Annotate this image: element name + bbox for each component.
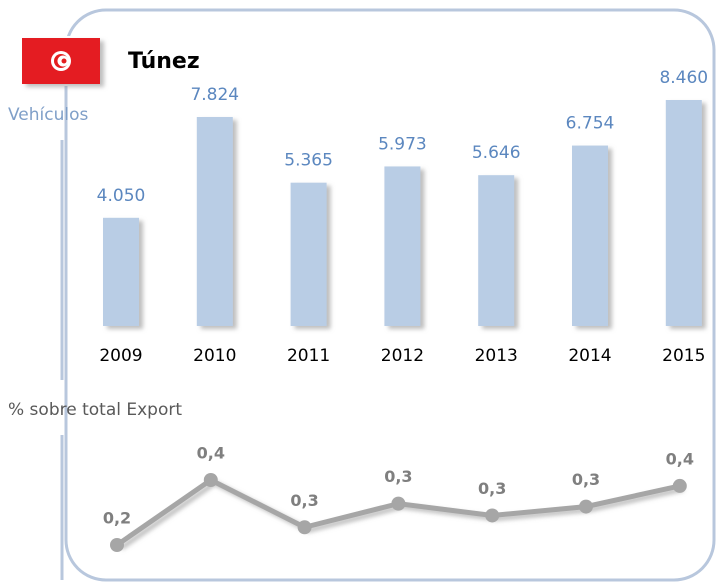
bar	[478, 175, 515, 326]
x-tick-label: 2009	[99, 346, 142, 366]
value-label: 0,2	[103, 509, 131, 528]
value-label: 0,3	[290, 491, 318, 510]
bar	[572, 145, 608, 326]
marker	[203, 473, 218, 487]
value-label: 5.365	[284, 151, 333, 171]
x-tick-label: 2015	[662, 346, 705, 366]
value-label: 0,3	[572, 470, 600, 489]
value-label: 0,4	[197, 444, 225, 463]
x-tick-label: 2010	[193, 346, 236, 366]
marker	[391, 496, 406, 511]
marker	[110, 538, 124, 552]
subtitle: Vehículos	[8, 105, 89, 125]
chart-title: Túnez	[128, 49, 200, 74]
marker	[672, 478, 687, 493]
x-tick-label: 2013	[475, 346, 518, 366]
marker	[579, 499, 593, 514]
bar	[103, 217, 139, 326]
x-tick-label: 2012	[381, 346, 424, 366]
marker	[485, 508, 500, 523]
bar	[196, 116, 233, 326]
value-label: 7.824	[190, 85, 239, 105]
value-label: 8.460	[659, 68, 708, 88]
bar	[384, 166, 421, 326]
value-label: 0,3	[478, 479, 506, 498]
value-label: 0,3	[384, 467, 412, 486]
flag-star	[61, 58, 67, 64]
value-label: 4.050	[97, 186, 146, 206]
bar	[665, 100, 702, 326]
line-title: % sobre total Export	[8, 400, 182, 420]
bar	[290, 182, 327, 326]
marker	[297, 520, 312, 535]
x-tick-label: 2011	[287, 346, 330, 366]
x-tick-label: 2014	[568, 346, 611, 366]
value-label: 6.754	[566, 114, 615, 134]
value-label: 0,4	[666, 449, 694, 468]
value-label: 5.646	[472, 143, 521, 163]
value-label: 5.973	[378, 134, 427, 154]
